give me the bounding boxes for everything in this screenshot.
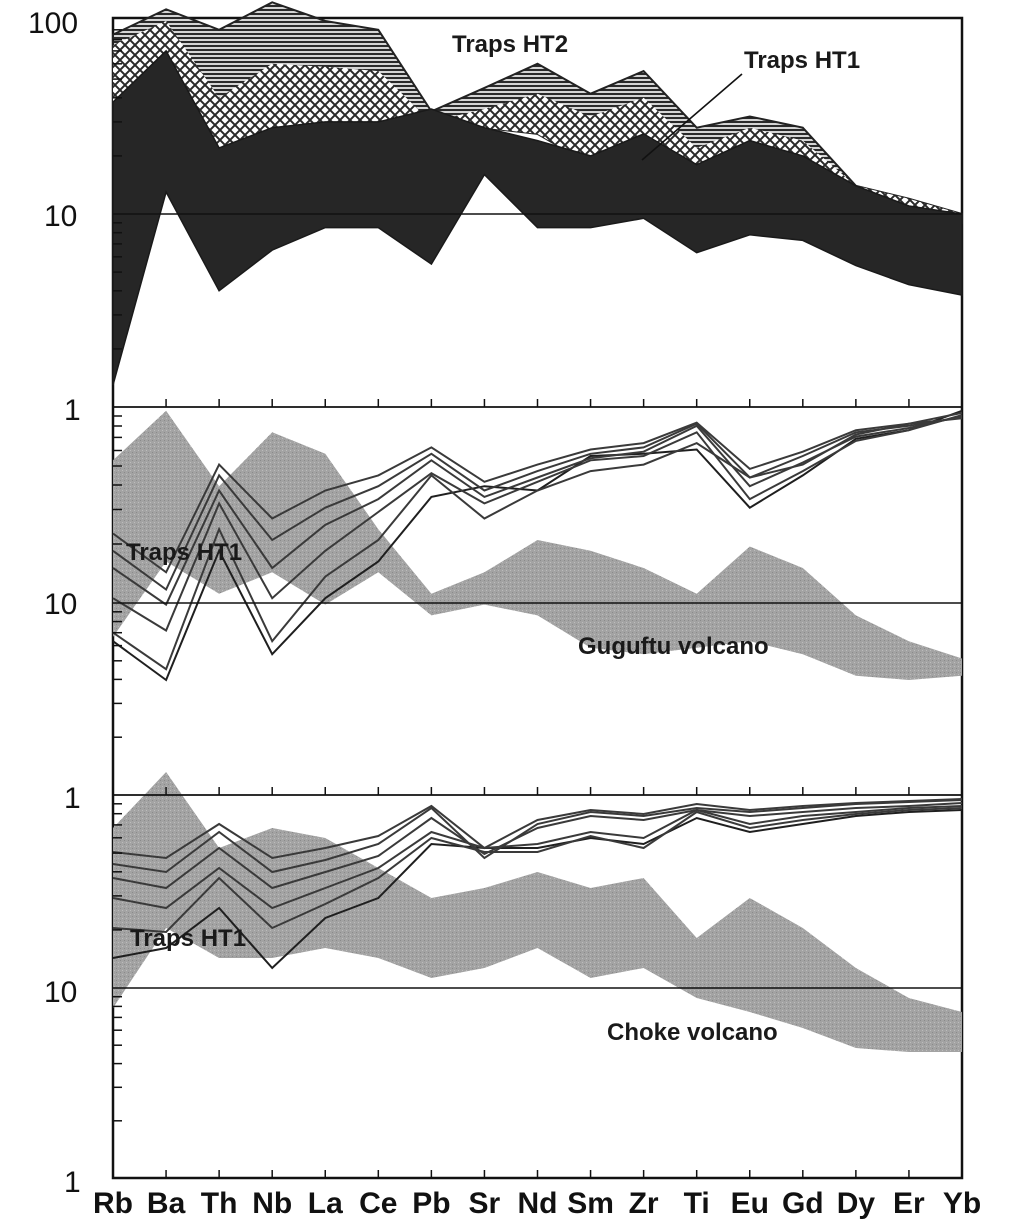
y-tick-label-100: 100 [28, 7, 78, 40]
x-category-label-gd: Gd [782, 1187, 824, 1220]
y-tick-label-1-bottom: 1 [64, 1166, 81, 1199]
annotation-guguftu: Guguftu volcano [578, 633, 769, 660]
y-tick-label-1-top: 1 [64, 394, 81, 427]
x-axis-ticks [112, 399, 963, 1178]
annotation-leader-line [641, 73, 743, 161]
x-axis-category-labels: Rb Ba Th Nb La Ce Pb Sr Nd Sm Zr Ti Eu Gd Dy Er Yb [93, 1187, 981, 1220]
x-category-label-zr: Zr [629, 1187, 659, 1220]
ht2-crosshatch-area [113, 21, 962, 223]
y-tick-label-10-bottom: 10 [44, 976, 77, 1009]
choke-sample-line [112, 809, 963, 970]
panel-guguftu: Traps HT1 Guguftu volcano [112, 406, 963, 682]
x-category-label-yb: Yb [943, 1187, 981, 1220]
guguftu-sample-line [112, 416, 963, 592]
guguftu-sample-line [112, 417, 963, 574]
x-category-label-ba: Ba [147, 1187, 186, 1220]
choke-sample-line [112, 798, 963, 860]
guguftu-sample-lines [112, 409, 963, 682]
y-tick-label-1-mid: 1 [64, 782, 81, 815]
y-axis-minor-ticks [113, 29, 122, 1122]
ht1-gray-envelope-guguftu [113, 410, 962, 680]
y-tick-label-10-top: 10 [44, 200, 77, 233]
annotation-traps-ht1-mid: Traps HT1 [126, 539, 242, 566]
choke-sample-line [112, 799, 963, 874]
choke-sample-lines [112, 798, 963, 970]
x-category-label-ce: Ce [359, 1187, 397, 1220]
x-category-label-eu: Eu [731, 1187, 769, 1220]
x-category-label-nb: Nb [252, 1187, 292, 1220]
annotation-traps-ht1-top: Traps HT1 [744, 47, 860, 74]
annotation-traps-ht1-bottom: Traps HT1 [130, 925, 246, 952]
ht1-envelope [112, 49, 963, 386]
x-category-label-er: Er [893, 1187, 925, 1220]
x-category-label-nd: Nd [518, 1187, 558, 1220]
y-tick-label-10-mid: 10 [44, 588, 77, 621]
x-category-label-th: Th [201, 1187, 238, 1220]
annotation-traps-ht2: Traps HT2 [452, 31, 568, 58]
annotation-choke: Choke volcano [607, 1019, 778, 1046]
panel-top: Traps HT2 Traps HT1 [112, 1, 963, 386]
guguftu-sample-line [112, 415, 963, 607]
x-category-label-dy: Dy [837, 1187, 876, 1220]
x-category-label-rb: Rb [93, 1187, 133, 1220]
choke-sample-line [112, 802, 963, 890]
guguftu-sample-line [112, 414, 963, 632]
x-category-label-pb: Pb [412, 1187, 450, 1220]
x-category-label-la: La [308, 1187, 343, 1220]
choke-sample-line [112, 805, 963, 910]
ht1-gray-envelope-choke [113, 772, 962, 1052]
panel-choke: Traps HT1 Choke volcano [112, 772, 963, 1052]
x-category-label-sm: Sm [567, 1187, 614, 1220]
x-category-label-ti: Ti [684, 1187, 710, 1220]
choke-sample-line [112, 807, 963, 934]
x-category-label-sr: Sr [469, 1187, 501, 1220]
